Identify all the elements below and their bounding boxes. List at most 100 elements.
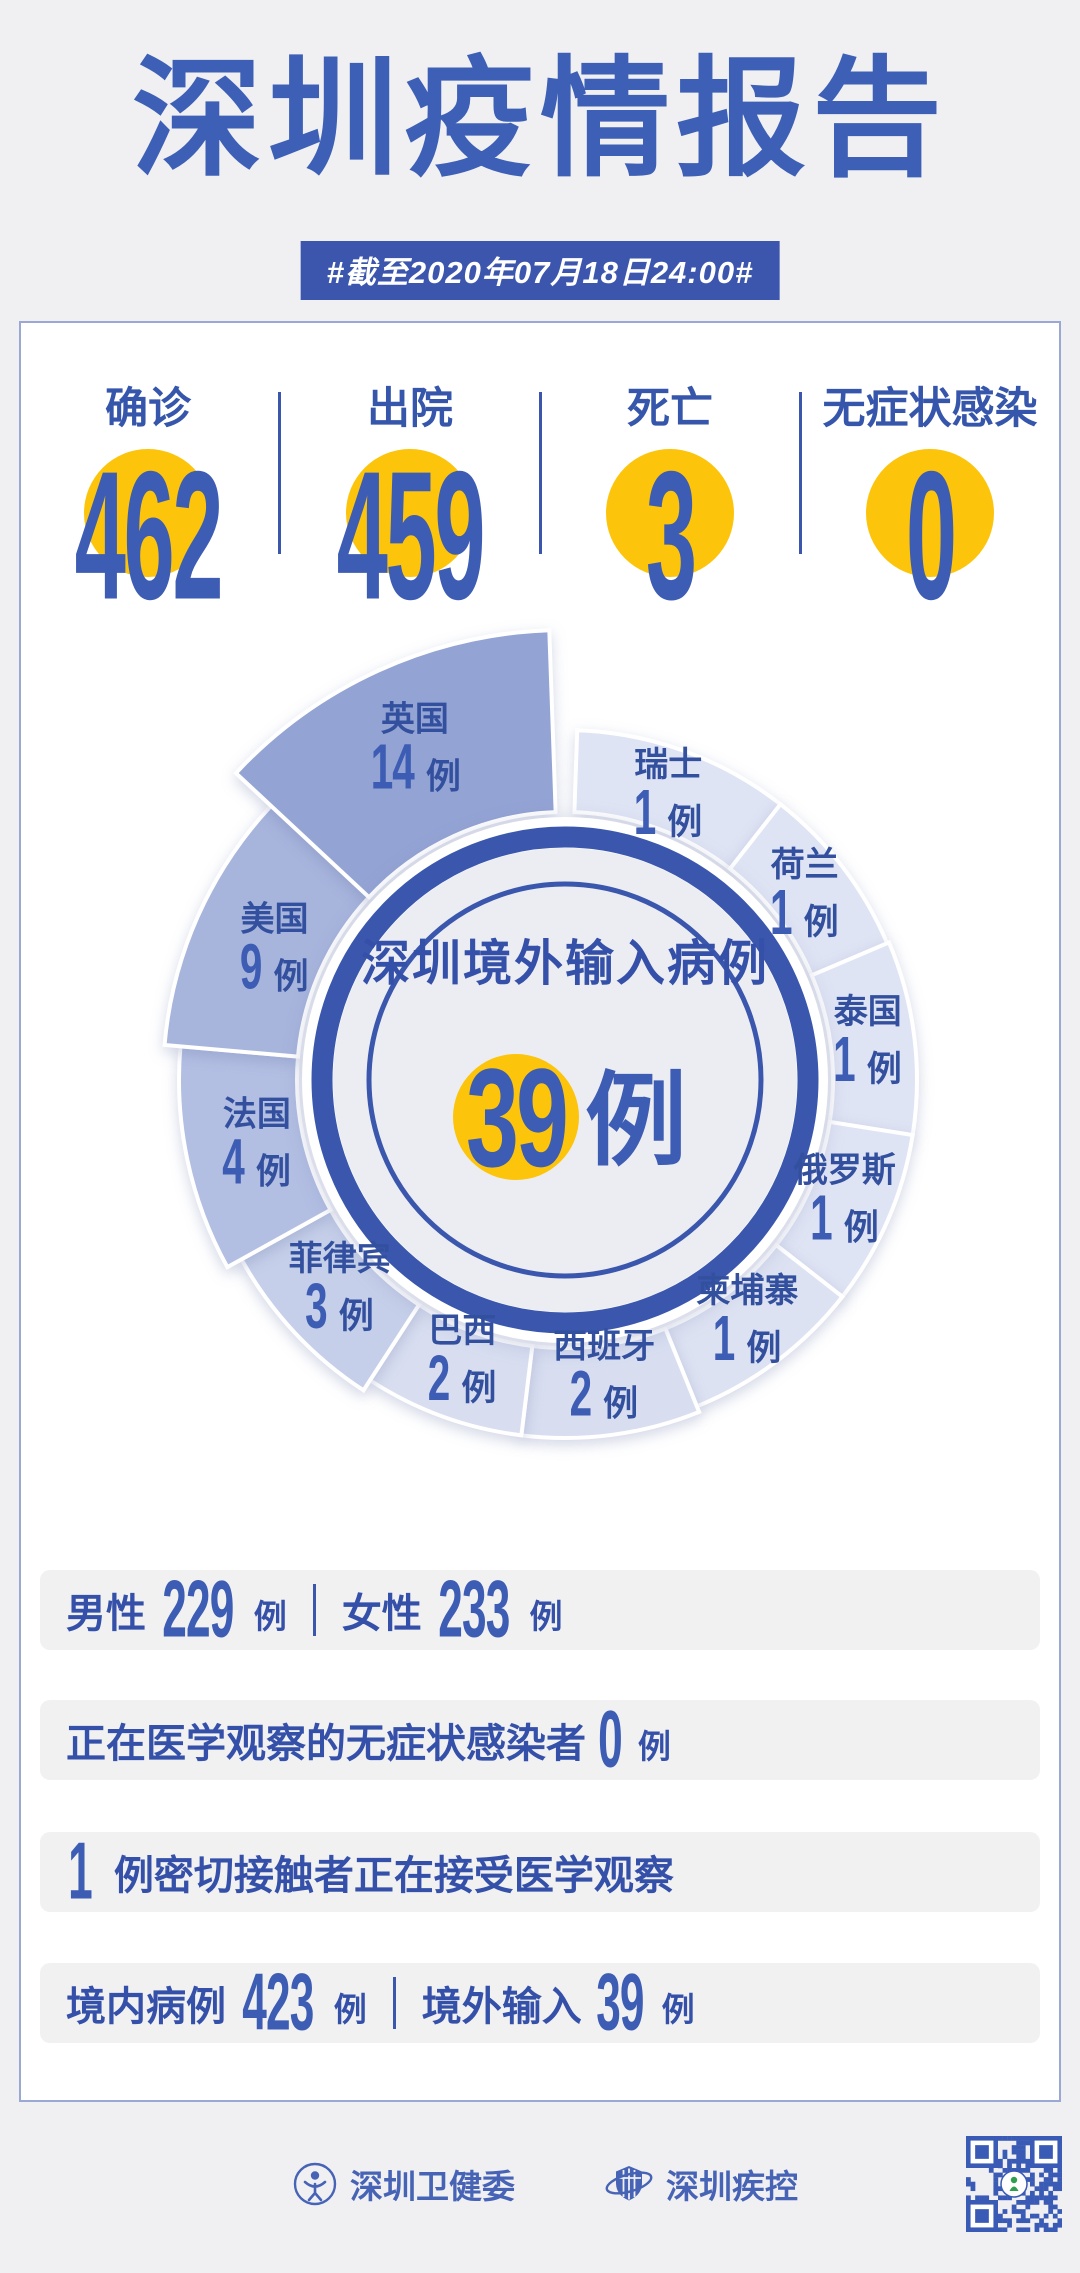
stat-discharged: 出院 459 bbox=[300, 385, 520, 628]
svg-text:1: 1 bbox=[833, 1025, 855, 1095]
shenzhen-cdc-logo-icon bbox=[605, 2166, 653, 2201]
svg-text:俄罗斯: 俄罗斯 bbox=[793, 1152, 896, 1190]
stat-value: 0 bbox=[905, 434, 957, 640]
date-banner-text: #截至2020年07月18日24:00# bbox=[326, 255, 754, 290]
stat-circle: 3 bbox=[606, 445, 734, 628]
observation-unit: 例 bbox=[637, 1728, 671, 1765]
org-name: 深圳疾控 bbox=[666, 2168, 798, 2205]
stat-label: 无症状感染 bbox=[822, 385, 1038, 433]
svg-text:1: 1 bbox=[810, 1183, 832, 1253]
segment-label-瑞士: 瑞士1 例 bbox=[634, 746, 703, 848]
stat-deaths: 死亡 3 bbox=[560, 385, 780, 628]
svg-text:例: 例 bbox=[461, 1369, 496, 1408]
donut-center-title: 深圳境外输入病例 bbox=[361, 937, 769, 991]
donut-segment-英国 bbox=[233, 628, 558, 901]
stat-circle: 459 bbox=[337, 445, 486, 628]
male-label: 男性 bbox=[66, 1592, 146, 1636]
segment-label-泰国: 泰国1 例 bbox=[833, 993, 902, 1095]
svg-text:1: 1 bbox=[634, 778, 656, 848]
svg-text:4: 4 bbox=[222, 1127, 245, 1197]
segment-label-荷兰: 荷兰1 例 bbox=[770, 846, 839, 948]
segment-label-法国: 法国4 例 bbox=[222, 1095, 291, 1197]
domestic-unit: 例 bbox=[333, 1991, 367, 2028]
female-unit: 例 bbox=[529, 1598, 563, 1635]
male-value: 229 bbox=[162, 1565, 234, 1655]
stat-label: 死亡 bbox=[627, 385, 713, 433]
imported-unit: 例 bbox=[661, 1991, 695, 2028]
stat-value: 3 bbox=[645, 434, 697, 640]
footer-org-cdc: 深圳疾控 bbox=[604, 2160, 798, 2208]
stat-circle: 462 bbox=[75, 445, 224, 628]
shenzhen-whc-logo-icon bbox=[293, 2162, 337, 2206]
footer-org-whc: 深圳卫健委 bbox=[292, 2160, 515, 2208]
svg-text:9: 9 bbox=[240, 933, 262, 1003]
svg-text:例: 例 bbox=[667, 803, 702, 842]
male-unit: 例 bbox=[253, 1598, 287, 1635]
donut-segment-泰国 bbox=[809, 939, 919, 1138]
observation-value: 0 bbox=[598, 1695, 623, 1785]
svg-text:例: 例 bbox=[426, 758, 461, 797]
svg-text:1: 1 bbox=[713, 1304, 735, 1374]
center-thick-ring bbox=[311, 826, 819, 1334]
stat-asymptomatic: 无症状感染 0 bbox=[820, 385, 1040, 628]
observation-label: 正在医学观察的无症状感染者 bbox=[66, 1722, 586, 1766]
stat-circle: 0 bbox=[866, 445, 994, 628]
donut-total-unit: 例 bbox=[585, 1064, 687, 1178]
stat-label: 出院 bbox=[367, 385, 453, 433]
svg-text:英国: 英国 bbox=[381, 701, 449, 739]
svg-text:例: 例 bbox=[339, 1297, 374, 1336]
segment-label-巴西: 巴西2 例 bbox=[428, 1312, 497, 1414]
svg-text:例: 例 bbox=[867, 1050, 902, 1089]
svg-text:14: 14 bbox=[371, 732, 415, 802]
origin-row: 境内病例 423 例 境外输入 39 例 bbox=[40, 1963, 1040, 2043]
svg-text:菲律宾: 菲律宾 bbox=[289, 1240, 391, 1278]
svg-text:2: 2 bbox=[570, 1359, 592, 1429]
stat-value: 462 bbox=[74, 434, 224, 640]
close-contacts-value: 1 bbox=[68, 1827, 93, 1917]
row-divider bbox=[312, 1584, 316, 1636]
svg-text:法国: 法国 bbox=[223, 1095, 291, 1133]
svg-text:瑞士: 瑞士 bbox=[634, 746, 702, 784]
close-contacts-row: 1 例密切接触者正在接受医学观察 bbox=[40, 1832, 1040, 1912]
svg-text:例: 例 bbox=[256, 1152, 291, 1191]
svg-text:3: 3 bbox=[305, 1272, 327, 1342]
svg-text:1: 1 bbox=[770, 878, 792, 948]
org-name: 深圳卫健委 bbox=[350, 2168, 515, 2205]
svg-text:美国: 美国 bbox=[240, 901, 308, 939]
svg-text:泰国: 泰国 bbox=[834, 993, 902, 1031]
stat-divider bbox=[278, 392, 281, 554]
stat-label: 确诊 bbox=[105, 385, 191, 433]
svg-text:巴西: 巴西 bbox=[428, 1312, 496, 1350]
svg-text:西班牙: 西班牙 bbox=[553, 1327, 655, 1365]
svg-text:例: 例 bbox=[273, 958, 308, 997]
segment-label-美国: 美国9 例 bbox=[240, 901, 309, 1003]
svg-text:荷兰: 荷兰 bbox=[771, 846, 839, 884]
row-divider bbox=[392, 1977, 396, 2029]
female-label: 女性 bbox=[341, 1592, 422, 1636]
svg-text:39: 39 bbox=[466, 1041, 566, 1197]
center-thin-ring bbox=[366, 881, 764, 1279]
stat-divider bbox=[539, 392, 542, 554]
gender-row: 男性 229 例 女性 233 例 bbox=[40, 1570, 1040, 1650]
svg-text:例: 例 bbox=[603, 1384, 638, 1423]
imported-label: 境外输入 bbox=[421, 1985, 582, 2029]
total-highlight-circle bbox=[453, 1054, 579, 1180]
domestic-value: 423 bbox=[242, 1958, 314, 2048]
imported-value: 39 bbox=[595, 1958, 644, 2048]
svg-text:例: 例 bbox=[746, 1329, 781, 1368]
observation-row: 正在医学观察的无症状感染者 0 例 bbox=[40, 1700, 1040, 1780]
domestic-label: 境内病例 bbox=[66, 1985, 226, 2029]
svg-text:例: 例 bbox=[844, 1209, 879, 1248]
donut-total-number: 39 bbox=[466, 1041, 569, 1197]
qr-code bbox=[966, 2136, 1062, 2232]
svg-text:柬埔寨: 柬埔寨 bbox=[696, 1272, 798, 1310]
stat-divider bbox=[799, 392, 802, 554]
page-title: 深圳疫情报告 bbox=[131, 46, 948, 192]
